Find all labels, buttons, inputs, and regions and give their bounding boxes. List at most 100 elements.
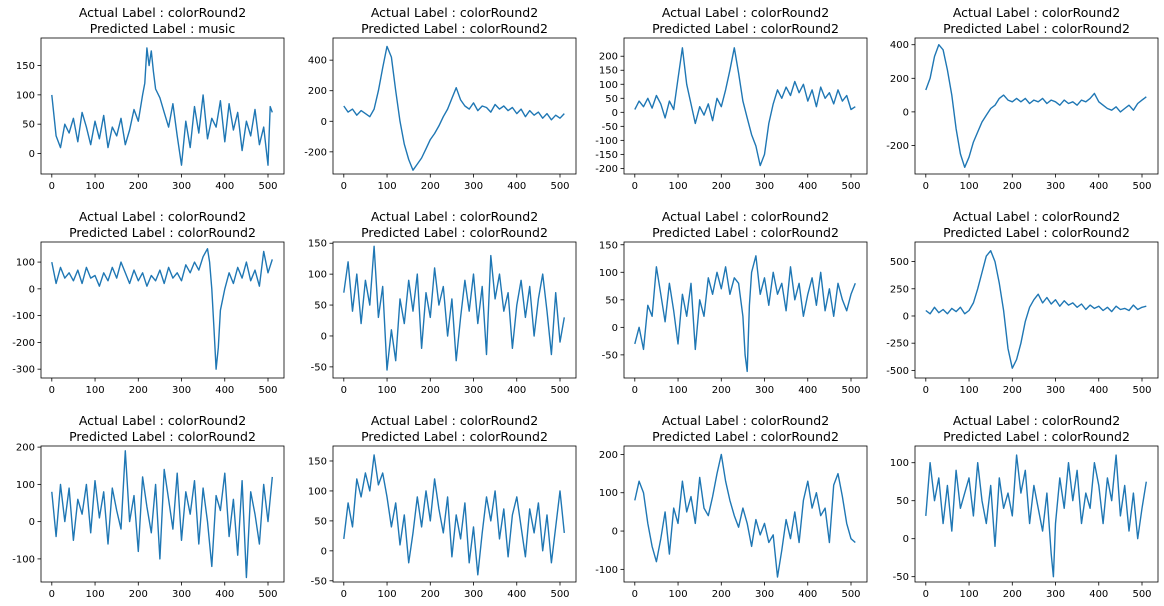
- y-tick-label: 0: [321, 331, 327, 342]
- subplot-title-actual: Actual Label : colorRound2: [79, 209, 246, 224]
- x-tick-label: 400: [798, 589, 817, 600]
- x-tick-label: 300: [172, 589, 191, 600]
- y-tick-label: -50: [602, 122, 618, 133]
- subplot-title-predicted: Predicted Label : colorRound2: [652, 429, 839, 444]
- x-tick-label: 300: [1046, 181, 1065, 192]
- y-tick-label: 100: [16, 480, 35, 491]
- x-tick-label: 200: [129, 589, 148, 600]
- y-tick-label: 150: [16, 61, 35, 72]
- y-tick-label: 50: [314, 516, 327, 527]
- y-tick-label: 50: [605, 295, 618, 306]
- series-line: [51, 47, 273, 166]
- x-tick-label: 500: [258, 589, 277, 600]
- y-tick-label: 0: [612, 527, 618, 538]
- y-tick-label: 0: [321, 117, 327, 128]
- plot-frame: [40, 37, 285, 175]
- plot-frame: [332, 445, 577, 583]
- x-tick-label: 400: [1089, 385, 1108, 396]
- y-tick-label: 100: [16, 90, 35, 101]
- y-tick-label: -50: [893, 572, 909, 583]
- y-tick-label: -100: [595, 565, 618, 576]
- x-tick-label: 100: [960, 589, 979, 600]
- y-tick-label: 0: [321, 546, 327, 557]
- x-tick-label: 200: [421, 385, 440, 396]
- subplot-title-actual: Actual Label : colorRound2: [662, 209, 829, 224]
- subplot-title-actual: Actual Label : colorRound2: [371, 413, 538, 428]
- subplot-title-predicted: Predicted Label : colorRound2: [943, 21, 1130, 36]
- y-tick-label: 200: [890, 74, 909, 85]
- subplot-title-actual: Actual Label : colorRound2: [371, 209, 538, 224]
- subplot-title-actual: Actual Label : colorRound2: [953, 413, 1120, 428]
- y-tick-label: 150: [308, 456, 327, 467]
- y-tick-label: 0: [29, 517, 35, 528]
- x-tick-label: 100: [378, 589, 397, 600]
- plot-frame: [623, 241, 868, 379]
- subplot-title-actual: Actual Label : colorRound2: [662, 413, 829, 428]
- x-tick-label: 100: [960, 181, 979, 192]
- x-tick-label: 500: [1132, 181, 1151, 192]
- y-tick-label: -50: [311, 362, 327, 373]
- plot-frame: [40, 445, 285, 583]
- y-tick-label: 400: [308, 56, 327, 67]
- x-tick-label: 300: [1046, 589, 1065, 600]
- x-tick-label: 400: [507, 385, 526, 396]
- subplot-title-actual: Actual Label : colorRound2: [662, 5, 829, 20]
- x-tick-label: 100: [86, 589, 105, 600]
- y-tick-label: -150: [595, 150, 618, 161]
- x-tick-label: 100: [669, 589, 688, 600]
- y-tick-label: -200: [12, 338, 35, 349]
- y-tick-label: 200: [308, 86, 327, 97]
- series-line: [634, 255, 856, 373]
- x-tick-label: 0: [341, 385, 347, 396]
- y-tick-label: -300: [12, 365, 35, 376]
- x-tick-label: 400: [1089, 181, 1108, 192]
- x-tick-label: 0: [49, 181, 55, 192]
- y-tick-label: 0: [29, 149, 35, 160]
- x-tick-label: 100: [86, 181, 105, 192]
- y-tick-label: -250: [886, 339, 909, 350]
- x-tick-label: 300: [172, 181, 191, 192]
- x-tick-label: 300: [172, 385, 191, 396]
- x-tick-label: 0: [632, 385, 638, 396]
- x-tick-label: 100: [669, 385, 688, 396]
- x-tick-label: 100: [669, 181, 688, 192]
- x-tick-label: 500: [258, 385, 277, 396]
- x-tick-label: 200: [129, 385, 148, 396]
- series-line: [634, 453, 856, 578]
- y-tick-label: 50: [22, 120, 35, 131]
- x-tick-label: 500: [550, 385, 569, 396]
- x-tick-label: 500: [550, 181, 569, 192]
- x-tick-label: 0: [923, 589, 929, 600]
- y-tick-label: -200: [595, 164, 618, 175]
- x-tick-label: 100: [960, 385, 979, 396]
- x-tick-label: 400: [215, 589, 234, 600]
- x-tick-label: 200: [712, 385, 731, 396]
- plot-frame: [914, 37, 1159, 175]
- series-line: [343, 245, 565, 371]
- y-tick-label: 200: [16, 443, 35, 454]
- x-tick-label: 500: [841, 589, 860, 600]
- y-tick-label: -200: [304, 147, 327, 158]
- y-tick-label: -500: [886, 366, 909, 377]
- x-tick-label: 100: [378, 181, 397, 192]
- y-tick-label: 100: [308, 486, 327, 497]
- x-tick-label: 200: [1003, 181, 1022, 192]
- subplot-title-predicted: Predicted Label : colorRound2: [69, 429, 256, 444]
- x-tick-label: 400: [507, 181, 526, 192]
- subplot-title-actual: Actual Label : colorRound2: [79, 5, 246, 20]
- y-tick-label: -100: [12, 311, 35, 322]
- series-line: [925, 454, 1147, 578]
- y-tick-label: -100: [595, 136, 618, 147]
- x-tick-label: 400: [798, 385, 817, 396]
- x-tick-label: 400: [507, 589, 526, 600]
- plot-frame: [332, 37, 577, 175]
- subplot-title-predicted: Predicted Label : colorRound2: [652, 21, 839, 36]
- x-tick-label: 300: [1046, 385, 1065, 396]
- subplot-title-predicted: Predicted Label : colorRound2: [943, 429, 1130, 444]
